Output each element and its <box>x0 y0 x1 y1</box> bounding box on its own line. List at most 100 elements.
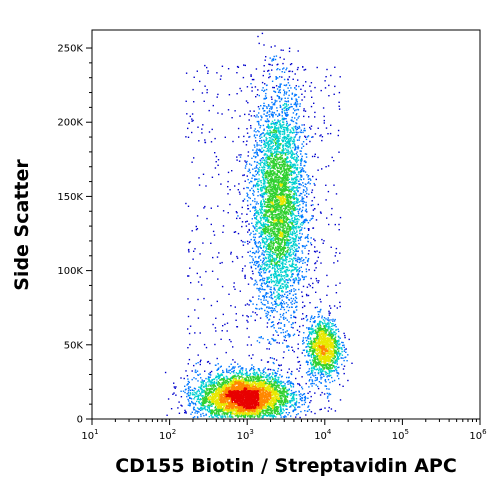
event-point <box>258 221 260 224</box>
event-point <box>283 152 286 154</box>
event-point <box>281 266 284 268</box>
event-point <box>264 220 267 222</box>
event-point <box>236 65 239 68</box>
event-point <box>280 276 282 278</box>
event-point <box>246 200 249 202</box>
event-point <box>260 374 262 376</box>
event-point <box>222 325 224 327</box>
event-point <box>257 248 259 250</box>
event-point <box>300 266 302 268</box>
event-point <box>339 353 341 356</box>
event-point <box>327 327 329 329</box>
event-point <box>339 399 342 401</box>
event-point <box>283 135 285 138</box>
event-point <box>254 128 256 130</box>
event-point <box>189 403 191 405</box>
event-point <box>225 368 228 370</box>
event-point <box>202 389 204 392</box>
event-point <box>263 168 266 171</box>
event-point <box>269 137 272 139</box>
event-point <box>267 146 270 149</box>
event-point <box>297 117 299 119</box>
event-point <box>270 260 272 263</box>
event-point <box>274 265 276 268</box>
event-point <box>229 415 231 417</box>
event-point <box>276 253 278 255</box>
event-point <box>308 116 310 118</box>
event-point <box>306 286 309 288</box>
event-point <box>258 108 261 110</box>
event-point <box>273 292 275 295</box>
event-point <box>286 251 289 253</box>
event-point <box>345 351 347 353</box>
event-point <box>302 245 305 247</box>
event-point <box>274 289 276 291</box>
event-point <box>319 324 321 326</box>
event-point <box>279 267 281 270</box>
event-point <box>235 211 238 213</box>
event-point <box>187 205 190 207</box>
event-point <box>285 390 287 393</box>
event-point <box>273 300 276 302</box>
event-point <box>273 134 276 136</box>
event-point <box>279 137 281 139</box>
event-point <box>277 379 279 381</box>
event-point <box>219 376 221 378</box>
event-point <box>297 221 299 223</box>
event-point <box>290 173 293 175</box>
event-point <box>301 295 304 298</box>
event-point <box>273 262 276 264</box>
event-point <box>296 269 299 272</box>
event-point <box>276 64 278 66</box>
event-point <box>265 315 267 317</box>
event-point <box>217 414 219 416</box>
event-point <box>296 219 298 221</box>
event-point <box>289 279 292 282</box>
event-point <box>262 260 264 263</box>
event-point <box>276 100 278 102</box>
event-point <box>299 223 302 225</box>
event-point <box>288 213 290 215</box>
event-point <box>282 387 284 389</box>
event-point <box>288 290 291 292</box>
event-point <box>290 166 292 168</box>
event-point <box>339 347 341 350</box>
event-point <box>310 90 312 92</box>
event-point <box>299 398 302 401</box>
event-point <box>285 69 287 71</box>
event-point <box>334 223 336 226</box>
event-point <box>275 55 278 57</box>
event-point <box>288 336 290 338</box>
event-point <box>309 320 311 323</box>
event-point <box>302 206 304 209</box>
event-point <box>213 381 215 384</box>
event-point <box>280 99 283 101</box>
event-point <box>246 132 249 134</box>
event-point <box>289 251 291 254</box>
event-point <box>207 404 209 407</box>
event-point <box>188 251 190 253</box>
event-point <box>216 381 218 383</box>
event-point <box>289 189 291 191</box>
event-point <box>292 249 295 252</box>
event-point <box>197 354 199 356</box>
event-point <box>280 416 282 418</box>
event-point <box>210 223 212 226</box>
event-point <box>254 256 257 258</box>
event-point <box>263 371 265 373</box>
event-point <box>295 192 297 194</box>
event-point <box>309 391 311 393</box>
event-point <box>272 138 274 141</box>
event-point <box>222 231 224 233</box>
event-point <box>178 401 180 403</box>
event-point <box>260 162 262 164</box>
event-point <box>262 369 264 372</box>
event-point <box>317 127 319 129</box>
event-point <box>288 70 290 73</box>
event-point <box>339 337 341 339</box>
event-point <box>293 131 295 134</box>
event-point <box>292 252 295 254</box>
event-point <box>291 137 293 139</box>
event-point <box>336 371 338 374</box>
event-point <box>270 106 272 108</box>
